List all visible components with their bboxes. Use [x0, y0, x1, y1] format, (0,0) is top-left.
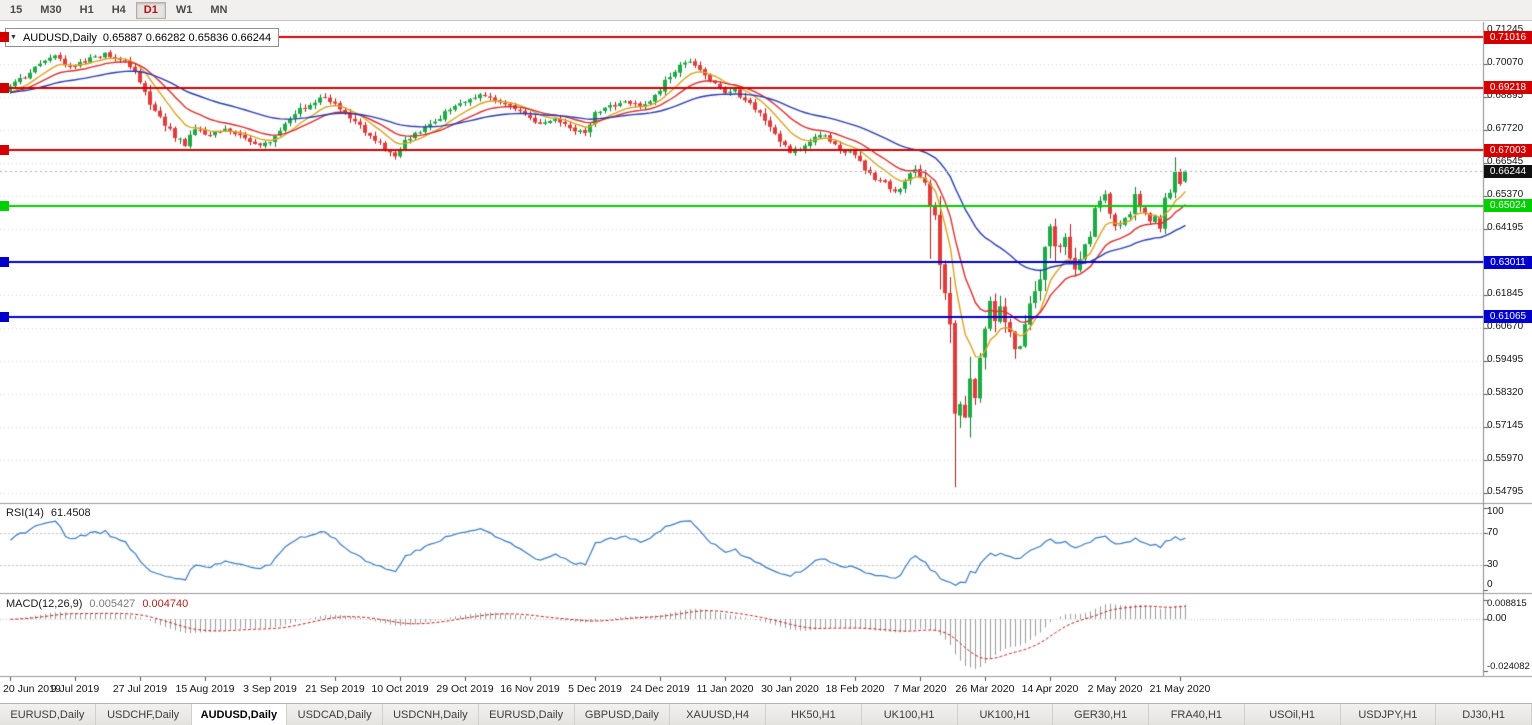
rsi-indicator-value: 61.4508 — [50, 507, 91, 519]
timeframe-button-m30[interactable]: M30 — [40, 3, 62, 16]
date-axis-label: 29 Oct 2019 — [436, 683, 494, 695]
timeframe-button-d1[interactable]: D1 — [135, 1, 166, 19]
rsi-axis-label: 70 — [1487, 526, 1499, 538]
chart-ohlc-values: 0.65887 0.66282 0.65836 0.66244 — [102, 31, 272, 44]
chart-tab-audusd-daily-2[interactable]: AUDUSD,Daily — [191, 704, 288, 725]
chart-window: ▼ AUDUSD,Daily 0.65887 0.66282 0.65836 0… — [0, 22, 1532, 703]
level-price-label: 0.71016 — [1484, 30, 1532, 44]
macd-axis-label-zero: 0.00 — [1487, 613, 1507, 625]
timeframe-button-h4[interactable]: H4 — [111, 3, 126, 16]
date-axis-label: 7 Mar 2020 — [893, 683, 947, 695]
rsi-axis-label: 100 — [1487, 506, 1504, 517]
price-axis-tick: 0.60670 — [1487, 321, 1524, 332]
timeframe-button-15[interactable]: 15 — [10, 3, 23, 16]
chart-canvas[interactable] — [0, 22, 1532, 703]
chart-tab-fra40-h1-12[interactable]: FRA40,H1 — [1149, 704, 1245, 725]
current-price-label: 0.66244 — [1484, 164, 1532, 178]
price-axis-tick: 0.58320 — [1487, 387, 1524, 398]
macd-indicator-name: MACD(12,26,9) — [6, 598, 83, 610]
chart-tab-hk50-h1-8[interactable]: HK50,H1 — [766, 704, 862, 725]
chart-tab-bar: EURUSD,Daily USDCHF,Daily AUDUSD,Daily USDC… — [0, 703, 1532, 725]
date-axis-label: 5 Dec 2019 — [568, 683, 622, 695]
chart-tab-uk100-h1-10[interactable]: UK100,H1 — [957, 704, 1054, 725]
chart-tab-dj30-h1-15[interactable]: DJ30,H1 — [1436, 704, 1532, 725]
chart-tab-usdcnh-daily-4[interactable]: USDCNH,Daily — [383, 704, 479, 725]
price-axis-tick: 0.55970 — [1487, 453, 1524, 464]
level-left-marker — [0, 32, 9, 43]
chart-overlays: ▼ AUDUSD,Daily 0.65887 0.66282 0.65836 0… — [0, 22, 1532, 703]
level-left-marker — [0, 145, 9, 156]
date-axis-label: 3 Sep 2019 — [243, 683, 297, 695]
price-axis-tick: 0.66545 — [1487, 156, 1524, 167]
macd-axis-label-min: -0.024082 — [1487, 661, 1530, 672]
level-left-marker — [0, 200, 9, 211]
macd-indicator-title: MACD(12,26,9) 0.005427 0.004740 — [6, 598, 188, 610]
date-axis-label: 21 May 2020 — [1149, 683, 1211, 695]
date-axis-label: 24 Dec 2019 — [630, 683, 690, 695]
level-price-label: 0.69218 — [1484, 81, 1532, 95]
price-axis-tick: 0.64195 — [1487, 222, 1524, 233]
chart-tab-usdjpy-h1-14[interactable]: USDJPY,H1 — [1340, 704, 1437, 725]
date-axis-label: 11 Jan 2020 — [696, 683, 754, 695]
chart-tab-uk100-h1-9[interactable]: UK100,H1 — [861, 704, 958, 725]
chart-tab-xauusd-h4-7[interactable]: XAUUSD,H4 — [670, 704, 766, 725]
date-axis-label: 18 Feb 2020 — [825, 683, 885, 695]
timeframe-button-h1[interactable]: H1 — [79, 3, 94, 16]
level-left-marker — [0, 311, 9, 322]
date-axis-label: 9 Jul 2019 — [50, 683, 100, 695]
date-axis-label: 30 Jan 2020 — [761, 683, 819, 695]
chart-title-box: ▼ AUDUSD,Daily 0.65887 0.66282 0.65836 0… — [5, 28, 280, 47]
price-axis-tick: 0.61845 — [1487, 288, 1524, 299]
rsi-axis-label: 0 — [1487, 579, 1493, 590]
level-price-label: 0.67003 — [1484, 143, 1532, 157]
chart-symbol-period: AUDUSD,Daily — [22, 31, 97, 44]
price-axis-tick: 0.57145 — [1487, 420, 1524, 431]
chart-tab-eurusd-daily-0[interactable]: EURUSD,Daily — [0, 704, 96, 725]
date-axis-label: 16 Nov 2019 — [500, 683, 560, 695]
chart-tab-gbpusd-daily-6[interactable]: GBPUSD,Daily — [574, 704, 671, 725]
level-price-label: 0.63011 — [1484, 255, 1532, 269]
date-axis-label: 14 Apr 2020 — [1021, 683, 1079, 695]
price-axis-tick: 0.65370 — [1487, 189, 1524, 200]
date-axis-label: 10 Oct 2019 — [371, 683, 429, 695]
macd-main-value: 0.005427 — [89, 598, 136, 610]
timeframe-tool1bar: 15 M30 H1 H4 D1 W1 MN — [0, 0, 1532, 21]
date-axis-label: 2 May 2020 — [1087, 683, 1143, 695]
price-axis-tick: 0.67720 — [1487, 123, 1524, 134]
level-price-label: 0.61065 — [1484, 310, 1532, 324]
chart-tab-eurusd-daily-5[interactable]: EURUSD,Daily — [478, 704, 575, 725]
macd-signal-value: 0.004740 — [142, 598, 189, 610]
rsi-axis-label: 30 — [1487, 559, 1499, 571]
chart-tab-usdcad-daily-3[interactable]: USDCAD,Daily — [287, 704, 383, 725]
level-price-label: 0.65024 — [1484, 199, 1532, 213]
chart-tab-usoil-h1-13[interactable]: USOil,H1 — [1244, 704, 1341, 725]
chart-tab-ger30-h1-11[interactable]: GER30,H1 — [1053, 704, 1149, 725]
price-axis-tick: 0.71245 — [1487, 24, 1524, 35]
date-axis-label: 21 Sep 2019 — [305, 683, 365, 695]
price-axis-tick: 0.54795 — [1487, 486, 1524, 497]
date-axis-label: 15 Aug 2019 — [175, 683, 235, 695]
rsi-indicator-name: RSI(14) — [6, 507, 44, 519]
chart-tab-usdchf-daily-1[interactable]: USDCHF,Daily — [95, 704, 192, 725]
date-axis-label: 26 Mar 2020 — [955, 683, 1015, 695]
date-axis-label: 27 Jul 2019 — [112, 683, 168, 695]
rsi-indicator-title: RSI(14) 61.4508 — [6, 507, 91, 519]
level-left-marker — [0, 82, 9, 93]
timeframe-button-mn[interactable]: MN — [210, 3, 228, 16]
price-axis-tick: 0.59495 — [1487, 354, 1524, 365]
timeframe-button-w1[interactable]: W1 — [175, 3, 193, 16]
price-axis-tick: 0.68895 — [1487, 90, 1524, 101]
date-axis-label: 20 Jun 2019 — [3, 683, 61, 695]
price-axis-tick: 0.70070 — [1487, 57, 1524, 68]
level-left-marker — [0, 257, 9, 268]
symbol-dropdown-icon[interactable]: ▼ — [10, 34, 17, 41]
macd-axis-label-max: 0.008815 — [1487, 598, 1527, 609]
